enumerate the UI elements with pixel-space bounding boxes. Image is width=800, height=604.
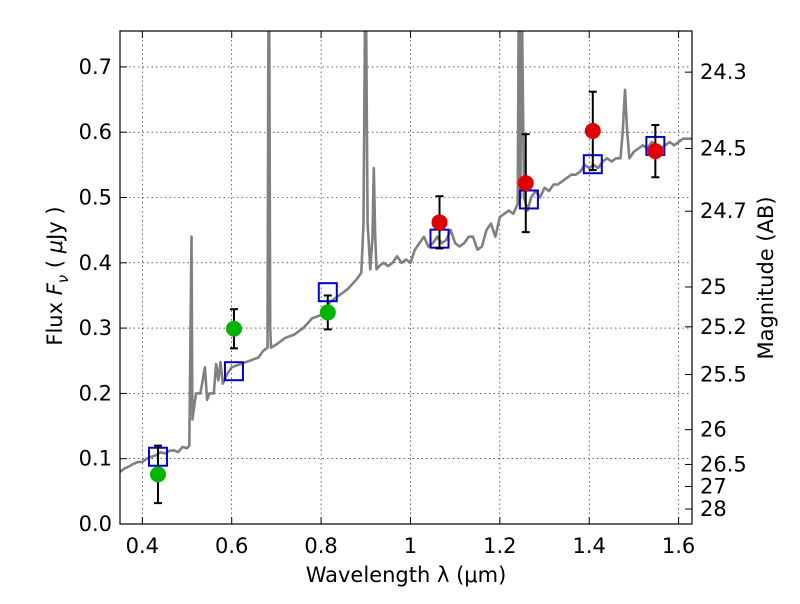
x-tick-label: 0.8 [304,534,337,558]
x-tick-label: 0.6 [215,534,248,558]
x-axis-label: Wavelength λ (μm) [306,563,507,587]
right-tick-label: 27 [700,474,727,498]
x-tick-label: 1.2 [483,534,516,558]
right-tick-label: 28 [700,497,727,521]
y-tick-label: 0.3 [79,316,112,340]
right-tick-label: 24.7 [700,199,747,223]
ticks: 0.4 0.6 0.8 1 1.2 1.4 1.6 0.0 0.1 0.2 0.3 0.4 0.5 0.6… [79,31,747,558]
right-axis-label: Magnitude (AB) [754,196,778,359]
right-tick-label: 26 [700,418,727,442]
observed-flux-point [584,122,601,139]
observed-flux-point [647,143,664,160]
y-tick-label: 0.5 [79,186,112,210]
observed-flux-point [319,304,336,321]
observed-flux-point [517,175,534,192]
right-tick-label: 25.5 [700,362,747,386]
right-tick-label: 25 [700,275,727,299]
y-tick-label: 0.6 [79,120,112,144]
x-tick-label: 0.4 [126,534,159,558]
y-tick-label: 0.0 [79,512,112,536]
model-flux-square [223,361,244,382]
x-tick-label: 1.4 [573,534,606,558]
observed-flux-point [225,320,242,337]
y-tick-label: 0.1 [79,447,112,471]
right-tick-label: 24.3 [700,60,747,84]
model-spectrum [120,31,692,473]
y-tick-label: 0.4 [79,251,112,275]
right-tick-label: 26.5 [700,452,747,476]
right-tick-label: 24.5 [700,137,747,161]
y-axis-label: Flux Fν ( μJy ) [43,206,72,345]
x-tick-label: 1 [404,534,417,558]
model-spectrum-line [120,31,692,473]
y-tick-label: 0.7 [79,55,112,79]
y-tick-label: 0.2 [79,381,112,405]
observed-flux-point [431,214,448,231]
x-tick-label: 1.6 [662,534,695,558]
plot-frame [119,30,693,525]
observed-flux-point [149,466,166,483]
markers [147,90,666,505]
right-tick-label: 25.2 [700,315,747,339]
grid [120,31,692,525]
